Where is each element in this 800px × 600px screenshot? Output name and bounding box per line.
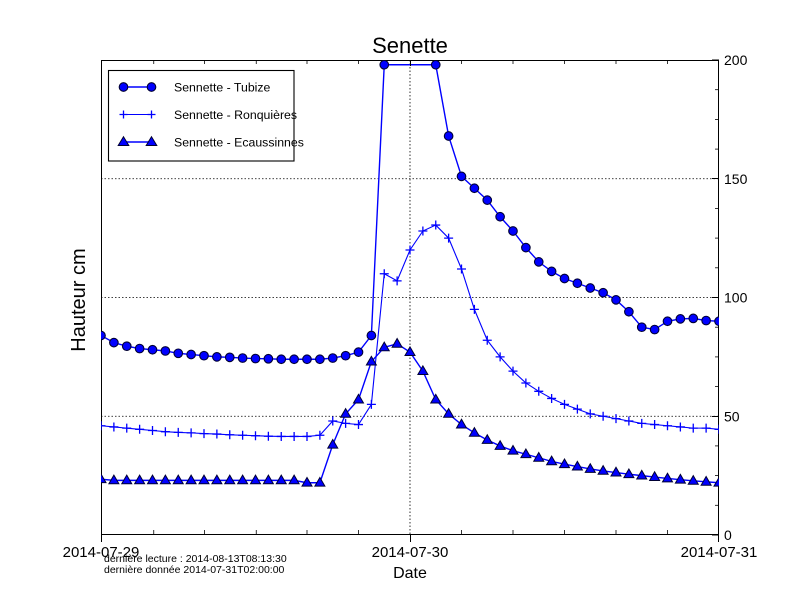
svg-text:Hauteur cm: Hauteur cm bbox=[68, 248, 90, 351]
svg-text:150: 150 bbox=[724, 171, 748, 187]
svg-text:2014-07-31: 2014-07-31 bbox=[681, 544, 758, 561]
svg-text:Sennette - Ecaussinnes: Sennette - Ecaussinnes bbox=[174, 136, 304, 150]
svg-text:100: 100 bbox=[724, 290, 748, 306]
svg-text:Sennette - Ronquières: Sennette - Ronquières bbox=[174, 108, 297, 122]
svg-text:Sennette - Tubize: Sennette - Tubize bbox=[174, 81, 271, 95]
svg-text:Senette: Senette bbox=[372, 33, 448, 58]
svg-text:0: 0 bbox=[724, 527, 732, 543]
svg-text:dernière donnée 2014-07-31T02: dernière donnée 2014-07-31T02:00:00 bbox=[104, 564, 285, 576]
svg-text:50: 50 bbox=[724, 408, 740, 424]
svg-text:200: 200 bbox=[724, 52, 748, 68]
svg-text:2014-07-30: 2014-07-30 bbox=[372, 544, 449, 561]
svg-text:Date: Date bbox=[393, 565, 427, 582]
